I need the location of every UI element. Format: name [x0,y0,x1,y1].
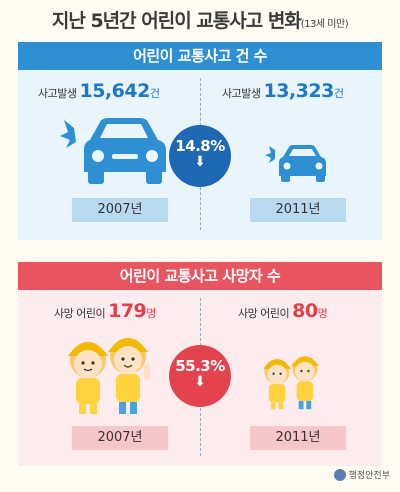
section2-left-year: 2007년 [72,426,168,450]
section1-right-stat: 사고발생 13,323건 [222,80,344,102]
section2-left-label: 사망 어린이 [54,307,106,320]
section2-left-stat: 사망 어린이 179명 [54,300,156,322]
section1-left-unit: 건 [149,87,160,100]
section1-right-value: 13,323 [263,80,334,102]
title-main: 지난 5년간 어린이 교통사고 변화 [51,10,302,32]
child-icon [263,356,319,410]
section1-left-stat: 사고발생 15,642건 [38,80,160,102]
section2-right-year: 2011년 [250,426,346,450]
section1-left-year: 2007년 [72,198,168,222]
child-icon [68,338,150,414]
section2-right-label: 사망 어린이 [238,307,290,320]
ministry-logo-icon [333,468,346,481]
section2-left-unit: 명 [146,307,156,320]
section2-right-stat: 사망 어린이 80명 [238,300,328,322]
section1-left-label: 사고발생 [38,87,77,100]
down-arrow-icon: ⬇ [194,154,206,170]
section2-left-value: 179 [108,300,147,322]
section2-change-badge: 55.3% ⬇ [169,345,231,407]
section1-right-label: 사고발생 [222,87,261,100]
section1-change-badge: 14.8% ⬇ [169,125,231,187]
car-icon [60,118,166,184]
title-sub: (13세 미만) [300,19,349,30]
section1-right-unit: 건 [333,87,344,100]
small-car-icon [265,145,326,182]
section2-change-value: 55.3% [175,357,225,375]
ministry-footer: 행정안전부 [333,468,390,481]
section2-header: 어린이 교통사고 사망자 수 [18,262,382,290]
section2-right-unit: 명 [317,307,328,320]
down-arrow-icon: ⬇ [194,374,206,390]
section1-left-value: 15,642 [79,80,150,102]
section1-right-year: 2011년 [250,198,346,222]
section1-change-value: 14.8% [175,137,225,155]
ministry-name: 행정안전부 [348,471,390,481]
section2-right-value: 80 [292,300,318,322]
section1-header: 어린이 교통사고 건 수 [18,42,382,70]
page-title: 지난 5년간 어린이 교통사고 변화(13세 미만) [0,6,400,33]
